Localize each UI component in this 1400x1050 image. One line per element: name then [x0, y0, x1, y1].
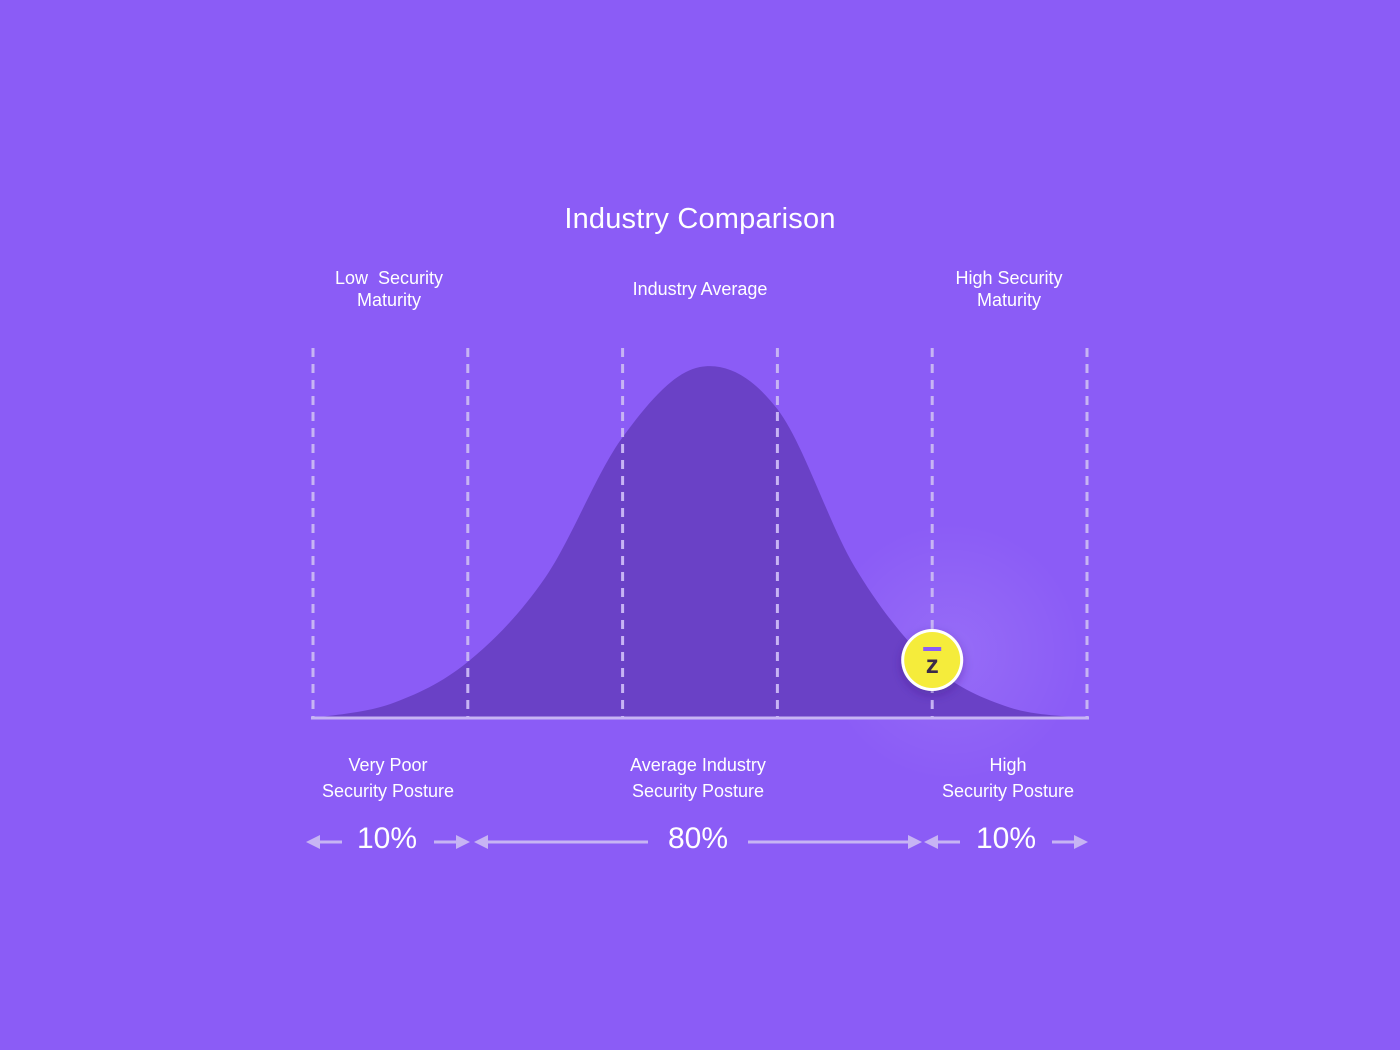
- percent-left: 10%: [356, 822, 418, 855]
- bottom-label-average-line-2: Security Posture: [631, 781, 765, 801]
- percent-middle: 80%: [667, 822, 729, 855]
- top-label-high-security-maturity: High Security Maturity: [899, 267, 1119, 311]
- top-label-high-line-2: Maturity: [976, 290, 1041, 310]
- bottom-label-very-poor: Very Poor Security Posture: [268, 752, 508, 804]
- bottom-label-very-poor-line-1: Very Poor: [348, 755, 428, 775]
- top-label-low-security-maturity: Low Security Maturity: [279, 267, 499, 311]
- position-marker: z: [901, 629, 964, 691]
- top-label-average-line-1: Industry Average: [632, 279, 768, 299]
- bottom-label-very-poor-line-2: Security Posture: [321, 781, 455, 801]
- top-label-industry-average: Industry Average: [590, 278, 810, 300]
- top-label-low-line-2: Maturity: [356, 290, 421, 310]
- zeguro-logo-icon: z: [926, 649, 939, 679]
- percent-right: 10%: [975, 822, 1037, 855]
- chart-title: Industry Comparison: [564, 203, 836, 235]
- bottom-label-high: High Security Posture: [888, 752, 1128, 804]
- top-label-low-line-1: Low Security: [334, 268, 444, 288]
- top-label-high-line-1: High Security: [955, 268, 1063, 288]
- bottom-label-high-line-1: High: [989, 755, 1027, 775]
- bell-curve-area: [313, 366, 1087, 718]
- bottom-label-high-line-2: Security Posture: [941, 781, 1075, 801]
- bottom-label-average: Average Industry Security Posture: [578, 752, 818, 804]
- position-marker-fill: [904, 632, 961, 688]
- bottom-label-average-line-1: Average Industry: [630, 755, 766, 775]
